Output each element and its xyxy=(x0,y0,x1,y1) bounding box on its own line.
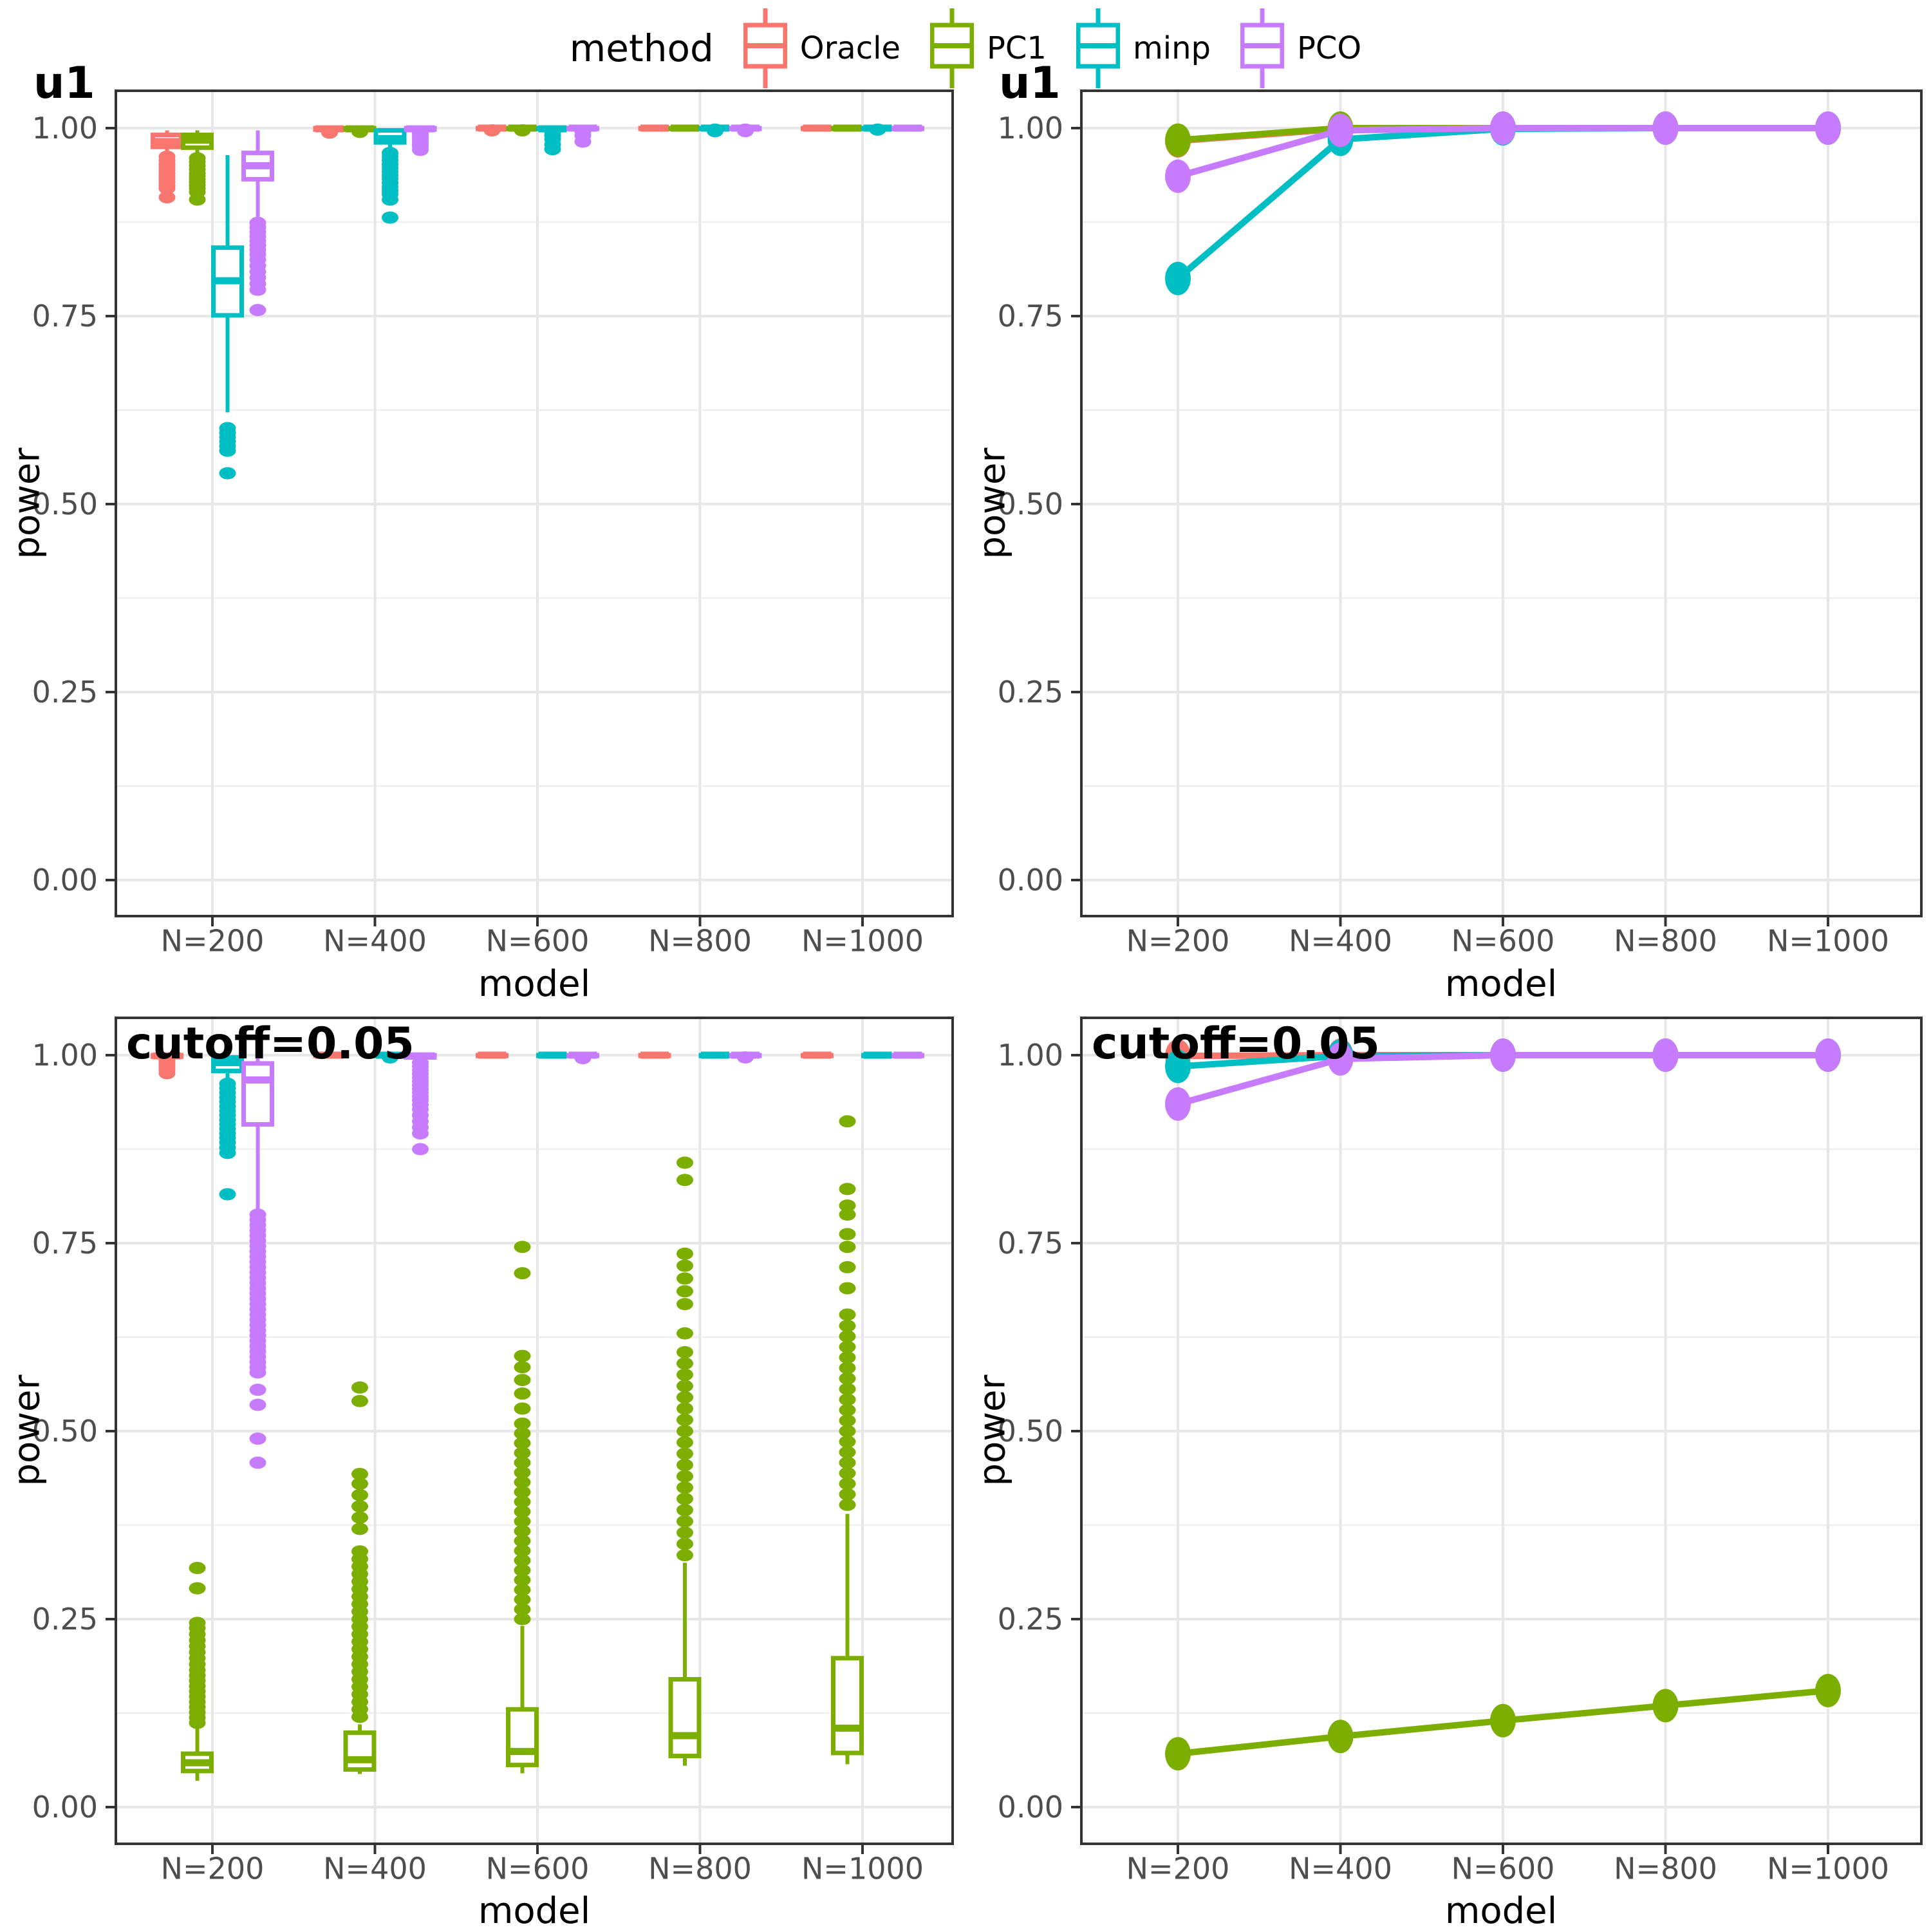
y-tick-label: 1.00 xyxy=(998,111,1063,145)
y-axis-title-bottom-right: power xyxy=(971,1374,1014,1487)
y-tick-label: 0.75 xyxy=(32,1226,98,1261)
y-axis-title-bottom-left: power xyxy=(6,1374,48,1487)
boxplot-key-icon xyxy=(1076,8,1120,88)
x-tick-label: N=1000 xyxy=(1767,1851,1889,1886)
x-tick-label: N=800 xyxy=(1614,1851,1717,1886)
panel-u1-boxplot: 0.00 0.25 0.50 0.75 1.00 N=200 N=400 N=600 N=800… xyxy=(32,89,954,958)
y-tick-label: 0.25 xyxy=(32,1602,98,1637)
legend-item-pc1: PC1 xyxy=(929,7,1047,89)
x-tick-label: N=400 xyxy=(1289,1851,1392,1886)
y-tick-label: 1.00 xyxy=(32,1038,98,1073)
x-tick-label: N=600 xyxy=(486,1851,590,1886)
x-tick-label: N=800 xyxy=(648,1851,752,1886)
y-tick-label: 0.00 xyxy=(32,1790,98,1824)
x-tick-label: N=800 xyxy=(648,923,752,958)
x-axis-title-top-left: model xyxy=(478,963,591,1005)
x-tick-label: N=200 xyxy=(1126,1851,1230,1886)
x-axis-title-top-right: model xyxy=(1444,963,1558,1005)
y-tick-label: 0.00 xyxy=(32,863,98,897)
x-tick-label: N=1000 xyxy=(801,923,924,958)
boxplot-key-icon xyxy=(929,8,974,88)
x-tick-label: N=400 xyxy=(323,923,427,958)
panel-tag-bottom-right: cutoff=0.05 xyxy=(1092,1018,1380,1069)
legend-title: method xyxy=(569,26,714,70)
x-tick-label: N=1000 xyxy=(1767,923,1889,958)
legend-item-pco: PCO xyxy=(1240,7,1361,89)
y-tick-label: 0.75 xyxy=(32,299,98,333)
legend: method Oracle PC1 minp xyxy=(0,0,1931,97)
x-tick-label: N=1000 xyxy=(801,1851,924,1886)
boxplot-key-icon xyxy=(743,8,787,88)
x-tick-label: N=200 xyxy=(1126,923,1230,958)
panel-tag-top-right: u1 xyxy=(999,58,1061,109)
y-tick-label: 0.75 xyxy=(998,299,1063,333)
y-tick-label: 0.25 xyxy=(998,675,1063,709)
x-tick-label: N=200 xyxy=(161,1851,265,1886)
y-tick-label: 0.25 xyxy=(998,1602,1063,1637)
legend-item-oracle: Oracle xyxy=(743,7,900,89)
x-tick-label: N=400 xyxy=(1289,923,1392,958)
x-tick-label: N=600 xyxy=(1451,1851,1555,1886)
y-tick-label: 0.50 xyxy=(998,1414,1063,1449)
legend-label: PCO xyxy=(1296,30,1362,66)
boxplot-key-icon xyxy=(1240,8,1284,88)
panel-cutoff-boxplot: 0.00 0.25 0.50 0.75 1.00 N=200 N=400 N=600 N=800… xyxy=(32,1017,954,1886)
y-tick-label: 0.50 xyxy=(998,487,1063,521)
y-tick-label: 0.00 xyxy=(998,1790,1063,1824)
x-tick-label: N=400 xyxy=(323,1851,427,1886)
panel-cutoff-lines: 0.00 0.25 0.50 0.75 1.00 N=200 N=400 N=600 N=800… xyxy=(998,1017,1923,1886)
legend-item-minp: minp xyxy=(1076,7,1211,89)
x-axis-title-bottom-right: model xyxy=(1444,1890,1558,1932)
y-axis-title-top-right: power xyxy=(971,447,1014,559)
legend-label: Oracle xyxy=(799,30,900,66)
y-tick-label: 0.50 xyxy=(32,1414,98,1449)
panel-u1-lines: 0.00 0.25 0.50 0.75 1.00 N=200 N=400 N=600 N=800… xyxy=(998,89,1923,958)
y-tick-label: 1.00 xyxy=(998,1038,1063,1073)
legend-label: minp xyxy=(1132,30,1211,66)
panel-tag-top-left: u1 xyxy=(33,58,95,109)
y-tick-label: 0.25 xyxy=(32,675,98,709)
y-tick-label: 1.00 xyxy=(32,111,98,145)
x-tick-label: N=600 xyxy=(486,923,590,958)
x-axis-title-bottom-left: model xyxy=(478,1890,591,1932)
x-tick-label: N=200 xyxy=(161,923,265,958)
x-tick-label: N=600 xyxy=(1451,923,1555,958)
y-tick-label: 0.50 xyxy=(32,487,98,521)
y-tick-label: 0.00 xyxy=(998,863,1063,897)
legend-label: PC1 xyxy=(986,30,1047,66)
x-tick-label: N=800 xyxy=(1614,923,1717,958)
y-axis-title-top-left: power xyxy=(6,447,48,559)
panel-tag-bottom-left: cutoff=0.05 xyxy=(126,1018,415,1069)
y-tick-label: 0.75 xyxy=(998,1226,1063,1261)
